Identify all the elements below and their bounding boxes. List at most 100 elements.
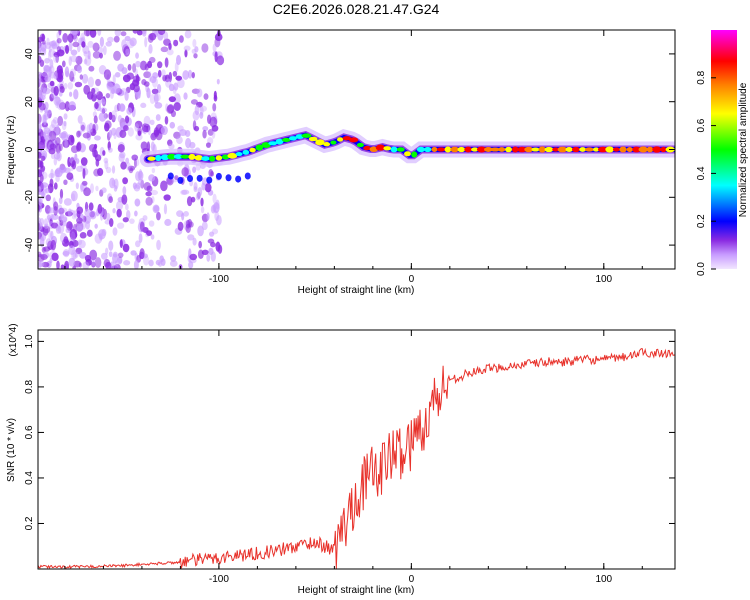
spectrogram-trace-point <box>619 146 627 153</box>
spectrogram-noise-blob <box>126 72 135 80</box>
spectrogram-noise-blob <box>148 44 153 54</box>
spectrogram-noise-blob <box>101 187 107 194</box>
spectrogram-trace-point <box>342 136 352 141</box>
spectrogram-secondary-blob <box>235 175 242 183</box>
spectrogram-trace-point <box>288 136 297 141</box>
spectrogram-trace-point <box>173 154 184 160</box>
spectrogram-noise-blob <box>70 49 78 56</box>
spectrogram-noise-blob <box>210 242 216 248</box>
spectrogram-ticks: -100 0 100 -40 -20 0 20 40 <box>24 30 675 285</box>
spectrogram-noise-blob <box>164 57 169 68</box>
spectrogram-noise-blob <box>116 208 122 218</box>
spectrogram-noise-blob <box>105 212 111 221</box>
spectrogram-noise-blob <box>55 137 61 146</box>
spectrogram-noise-blob <box>113 50 121 61</box>
spectrogram-noise-blob <box>139 251 145 260</box>
spectrogram-noise-blob <box>89 249 98 261</box>
spectrogram-noise-blob <box>73 89 79 100</box>
spectrogram-noise-blob <box>43 66 51 74</box>
spectrogram-noise-blob <box>127 63 132 71</box>
spectrogram-noise-blob <box>125 203 129 211</box>
spectrogram-noise-blob <box>38 75 42 83</box>
spectrogram-noise-blob <box>138 169 143 179</box>
colorbar-tick-label: 0.0 <box>696 262 707 276</box>
spectrogram-xlabel: Height of straight line (km) <box>298 285 415 296</box>
spectrogram-noise-blob <box>42 87 47 97</box>
spectrogram-noise-blob <box>87 76 95 88</box>
spectrogram-noise-blob <box>78 262 82 268</box>
spectrogram-noise-blob <box>63 179 68 186</box>
spectrogram-noise-blob <box>107 141 111 151</box>
spectrogram-noise-blob <box>63 236 69 244</box>
spectrogram-noise-blob <box>88 202 94 211</box>
spectrogram-trace-point <box>390 146 398 153</box>
spectrogram-noise-blob <box>102 45 107 56</box>
spectrogram-noise-blob <box>117 115 122 123</box>
spectrogram-noise-blob <box>176 210 184 217</box>
colorbar: 0.0 0.2 0.4 0.6 0.8 Normalized spectral ampl… <box>696 30 749 276</box>
spectrogram-trace-point <box>612 147 620 152</box>
spectrogram-noise-blob <box>57 68 63 80</box>
spectrogram-noise-blob <box>212 193 217 204</box>
spectrogram-noise-blob <box>46 37 50 46</box>
spectrogram-noise-blob <box>88 65 95 72</box>
spectrogram-noise-blob <box>93 143 98 149</box>
spectrogram-noise-blob <box>74 251 79 258</box>
spectrogram-noise-blob <box>73 210 77 218</box>
spectrogram-trace-point <box>201 156 210 161</box>
spectrogram-noise-blob <box>58 102 67 110</box>
spectrogram-noise-blob <box>74 81 83 88</box>
spectrogram-noise-blob <box>94 257 102 268</box>
spectrogram-noise-blob <box>95 158 100 167</box>
spectrogram-noise-blob <box>60 212 65 219</box>
spectrogram-noise-blob <box>160 180 168 192</box>
spectrogram-noise-blob <box>71 213 78 220</box>
spectrogram-noise-blob <box>58 143 63 152</box>
spectrogram-trace-point <box>155 154 162 162</box>
spectrogram-noise-blob <box>69 68 76 78</box>
spectrogram-noise-blob <box>76 65 83 74</box>
spectrogram-noise-blob <box>99 52 103 59</box>
spectrogram-noise-blob <box>63 113 68 120</box>
spectrogram-noise-blob <box>146 230 153 236</box>
spectrogram-noise-blob <box>38 42 43 52</box>
spectrogram-noise-blob <box>134 123 140 132</box>
spectrogram-noise-blob <box>81 73 89 84</box>
spectrogram-noise-blob <box>63 82 68 90</box>
spectrogram-trace-point <box>579 147 587 152</box>
spectrogram-noise-blob <box>104 219 111 225</box>
spectrogram-noise-blob <box>87 40 94 48</box>
spectrogram-noise-blob <box>121 194 128 205</box>
spectrogram-noise-blob <box>175 75 183 81</box>
spectrogram-noise-blob <box>72 41 80 48</box>
spectrogram-noise-blob <box>140 179 145 189</box>
spectrogram-noise-blob <box>38 261 43 268</box>
spectrogram-noise-blob <box>68 257 76 267</box>
snr-background <box>38 330 675 569</box>
spectrogram-noise-blob <box>80 183 84 193</box>
spectrogram-noise-blob <box>142 215 148 221</box>
spectrogram-noise-blob <box>213 90 217 100</box>
spectrogram-noise-blob <box>112 251 118 258</box>
spectrogram-trace-point <box>308 136 318 142</box>
spectrogram-noise-blob <box>114 30 122 37</box>
spectrogram-noise-blob <box>152 72 159 79</box>
spectrogram-noise-blob <box>148 56 156 64</box>
spectrogram-noise-blob <box>92 42 100 52</box>
spectrogram-noise-blob <box>92 123 96 134</box>
spectrogram-noise-blob <box>57 115 64 127</box>
spectrogram-noise-blob <box>48 172 55 179</box>
spectrogram-noise-blob <box>161 69 166 77</box>
spectrogram-noise-blob <box>135 240 141 248</box>
spectrogram-trace-point <box>457 146 466 153</box>
spectrogram-noise-blob <box>194 46 199 53</box>
spectrogram-noise-blob <box>98 112 107 122</box>
spectrogram-trace-point <box>517 146 527 153</box>
spectrogram-noise-blob <box>101 228 107 237</box>
spectrogram-noise-blob <box>132 75 141 83</box>
spectrogram-noise-blob <box>38 55 42 64</box>
spectrogram-noise-blob <box>160 125 168 136</box>
spectrogram-noise-blob <box>106 80 114 90</box>
spectrogram-noise-blob <box>185 219 191 229</box>
spectrogram-noise-blob <box>163 203 168 215</box>
